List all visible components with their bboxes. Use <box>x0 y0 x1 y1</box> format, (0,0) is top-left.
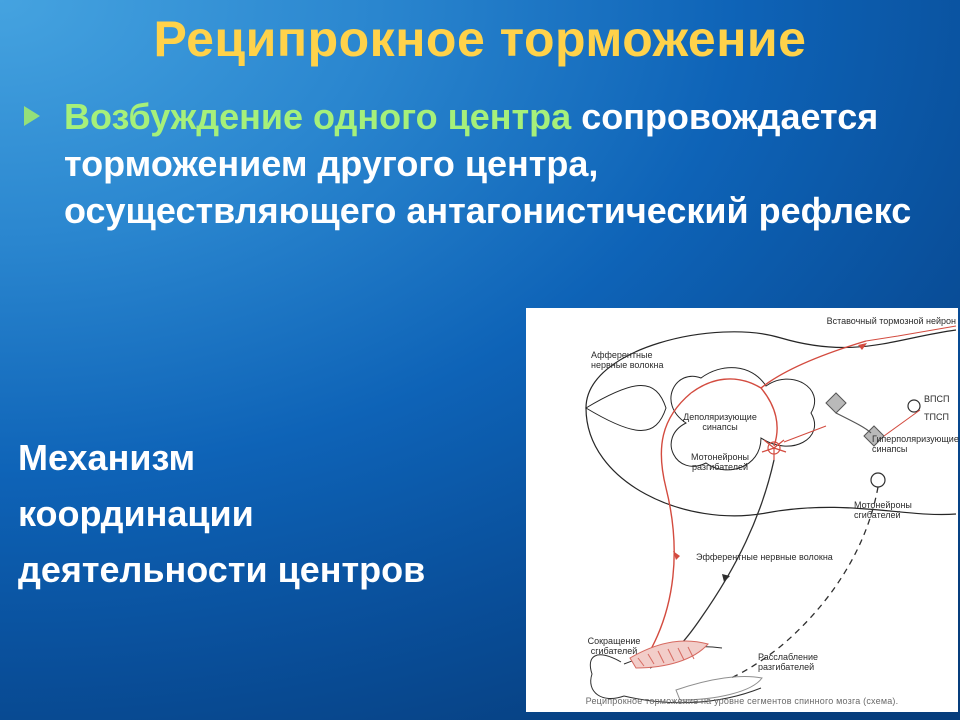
slide-title: Реципрокное торможение <box>0 0 960 68</box>
bullet-marker-icon <box>24 106 40 126</box>
label-extensor-mn: Мотонейроны разгибателей <box>672 452 768 473</box>
label-ipsp: ТПСП <box>924 412 958 422</box>
label-afferent: Афферентные нервные волокна <box>591 350 671 371</box>
label-interneuron: Вставочный тормозной нейрон <box>826 316 956 326</box>
label-depolarizing: Деполяризующие синапсы <box>672 412 768 433</box>
label-hyperpolarizing: Гиперполяризующие синапсы <box>872 434 958 455</box>
bullet-lead: Возбуждение одного центра <box>64 96 571 137</box>
subheading-line1: Механизм <box>18 430 425 486</box>
subheading: Механизм координации деятельности центро… <box>18 430 425 597</box>
diagram-caption: Реципрокное торможение на уровне сегмент… <box>526 696 958 706</box>
spinal-cord-diagram: Афферентные нервные волокна Вставочный т… <box>526 308 958 712</box>
label-flexor-contract: Сокращение сгибателей <box>574 636 654 657</box>
label-flexor-mn: Мотонейроны сгибателей <box>854 500 958 521</box>
subheading-line2: координации <box>18 486 425 542</box>
label-epsp: ВПСП <box>924 394 958 404</box>
subheading-line3: деятельности центров <box>18 542 425 598</box>
bullet-text: Возбуждение одного центра сопровождается… <box>64 94 924 234</box>
label-efferent: Эфферентные нервные волокна <box>696 552 846 562</box>
label-extensor-relax: Расслабление разгибателей <box>758 652 848 673</box>
